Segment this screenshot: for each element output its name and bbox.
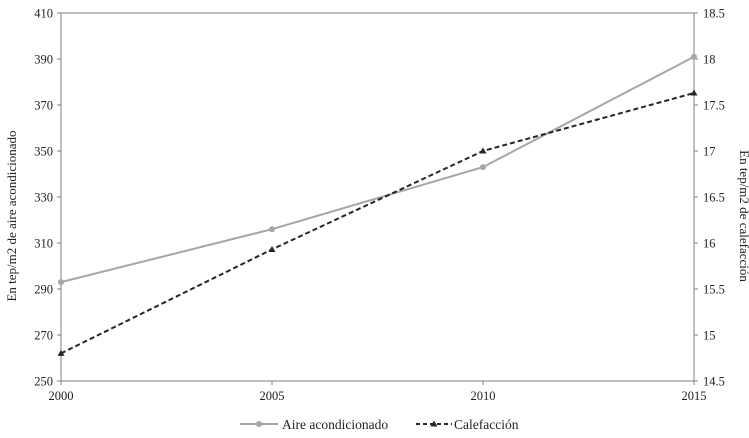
right-tick-label: 18 [703,53,716,67]
left-tick-label: 270 [34,329,53,343]
right-axis-title: En tep/m2 de calefacción [737,150,749,282]
right-tick-label: 18.5 [703,7,725,21]
legend: Aire acondicionado Calefacción [240,417,519,432]
plot-area [60,12,695,382]
legend-marker-aire [256,421,262,427]
data-point-calefaccion [690,89,698,96]
right-tick-label: 17 [703,145,716,159]
data-point-aire [480,164,486,171]
left-tick-label: 310 [34,237,53,251]
series-line-calefaccion [60,92,695,355]
right-tick-label: 15 [703,329,716,343]
plot-frame [60,12,695,382]
right-tick-label: 14.5 [703,375,725,389]
right-tick-label: 16 [703,237,716,251]
left-tick-label: 250 [34,375,53,389]
right-tick-label: 15.5 [703,283,725,297]
series-layer [57,53,698,356]
data-point-calefaccion [268,245,276,252]
legend-marker-calefaccion [430,420,438,427]
right-tick-label: 17.5 [703,99,725,113]
x-tick-label: 2005 [260,389,285,403]
left-axis-title: En tep/m2 de aire acondicionado [4,130,19,301]
legend-label-calefaccion: Calefacción [454,417,519,432]
series-line-aire [60,55,695,284]
left-tick-label: 350 [34,145,53,159]
left-tick-label: 290 [34,283,53,297]
data-point-aire [269,226,275,233]
x-tick-label: 2015 [682,389,707,403]
left-tick-label: 370 [34,99,53,113]
left-tick-label: 410 [34,7,53,21]
legend-item-aire: Aire acondicionado [240,417,388,432]
data-point-calefaccion [479,147,487,154]
data-point-aire [58,279,64,286]
right-tick-label: 16.5 [703,191,725,205]
x-tick-label: 2000 [49,389,74,403]
left-tick-label: 390 [34,53,53,67]
axes: 250 270 290 310 330 350 370 390 410 14.5 15 15.5 16 1… [34,7,725,404]
x-tick-label: 2010 [471,389,496,403]
legend-item-calefaccion: Calefacción [416,417,519,432]
data-point-aire [691,53,697,60]
data-point-calefaccion [57,349,65,356]
legend-label-aire: Aire acondicionado [282,417,388,432]
left-tick-label: 330 [34,191,53,205]
